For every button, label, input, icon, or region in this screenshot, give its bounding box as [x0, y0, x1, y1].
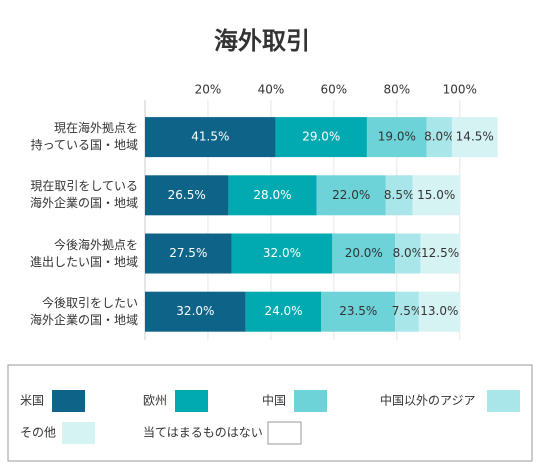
category-label: 今後取引をしたい 海外企業の国・地域 [29, 295, 138, 327]
category-label: 今後海外拠点を 進出したい国・地域 [29, 237, 138, 269]
value-label: 27.5% [169, 246, 207, 260]
legend-swatch [267, 421, 302, 445]
bar-segment [316, 175, 386, 216]
x-tick-label: 20% [195, 83, 222, 97]
value-label: 41.5% [191, 130, 229, 144]
x-tick-label: 80% [383, 83, 410, 97]
chart-title: 海外取引 [214, 27, 310, 55]
value-label: 22.0% [332, 188, 370, 202]
bar-segment [245, 291, 322, 332]
legend-label: 欧州 [143, 394, 167, 408]
category-label: 現在海外拠点を 持っている国・地域 [30, 121, 138, 153]
bar-segment [395, 291, 419, 332]
value-label: 7.5% [392, 304, 423, 318]
legend-swatch [487, 390, 520, 412]
bar-segment [321, 291, 396, 332]
legend-swatch [175, 390, 208, 412]
value-label: 14.5% [456, 130, 494, 144]
bar-segment [145, 291, 246, 332]
bar-segment [332, 233, 396, 274]
value-label: 23.5% [339, 304, 377, 318]
value-label: 20.0% [345, 246, 383, 260]
bar-segment [145, 175, 229, 216]
value-label: 26.5% [168, 188, 206, 202]
value-label: 15.0% [417, 188, 455, 202]
value-label: 13.0% [420, 304, 458, 318]
bar-segment [228, 175, 317, 216]
value-label: 8.0% [393, 246, 424, 260]
value-label: 19.0% [378, 130, 416, 144]
bar-segment [275, 117, 367, 158]
bar-segment [366, 117, 427, 158]
bar-segment [426, 117, 452, 158]
bar-segment [412, 175, 460, 216]
legend-label: その他 [20, 426, 56, 440]
bar-segment [231, 233, 333, 274]
x-tick-label: 60% [321, 83, 348, 97]
value-label: 29.0% [302, 130, 340, 144]
legend-box [7, 364, 533, 462]
value-label: 28.0% [253, 188, 291, 202]
value-label: 32.0% [263, 246, 301, 260]
legend-label: 中国 [262, 393, 286, 408]
legend-swatch [294, 390, 327, 412]
value-label: 24.0% [264, 304, 302, 318]
category-label: 現在取引をしている 海外企業の国・地域 [29, 179, 138, 211]
legend-swatch [52, 390, 85, 412]
bar-segment [145, 117, 276, 158]
value-label: 8.0% [424, 130, 455, 144]
legend-label: 中国以外のアジア [380, 393, 476, 408]
legend-swatch [62, 422, 95, 444]
bar-segment [385, 175, 413, 216]
bar-segment [395, 233, 421, 274]
bar-segment [145, 233, 232, 274]
value-label: 32.0% [176, 304, 214, 318]
legend-label: 当てはまるものはない [143, 426, 263, 440]
x-tick-label: 100% [443, 83, 477, 97]
bar-segment [418, 291, 460, 332]
value-label: 8.5% [384, 188, 415, 202]
value-label: 12.5% [421, 246, 459, 260]
bar-segment [451, 117, 498, 158]
legend-label: 米国 [20, 394, 44, 408]
bar-segment [420, 233, 460, 274]
x-tick-label: 40% [258, 83, 285, 97]
